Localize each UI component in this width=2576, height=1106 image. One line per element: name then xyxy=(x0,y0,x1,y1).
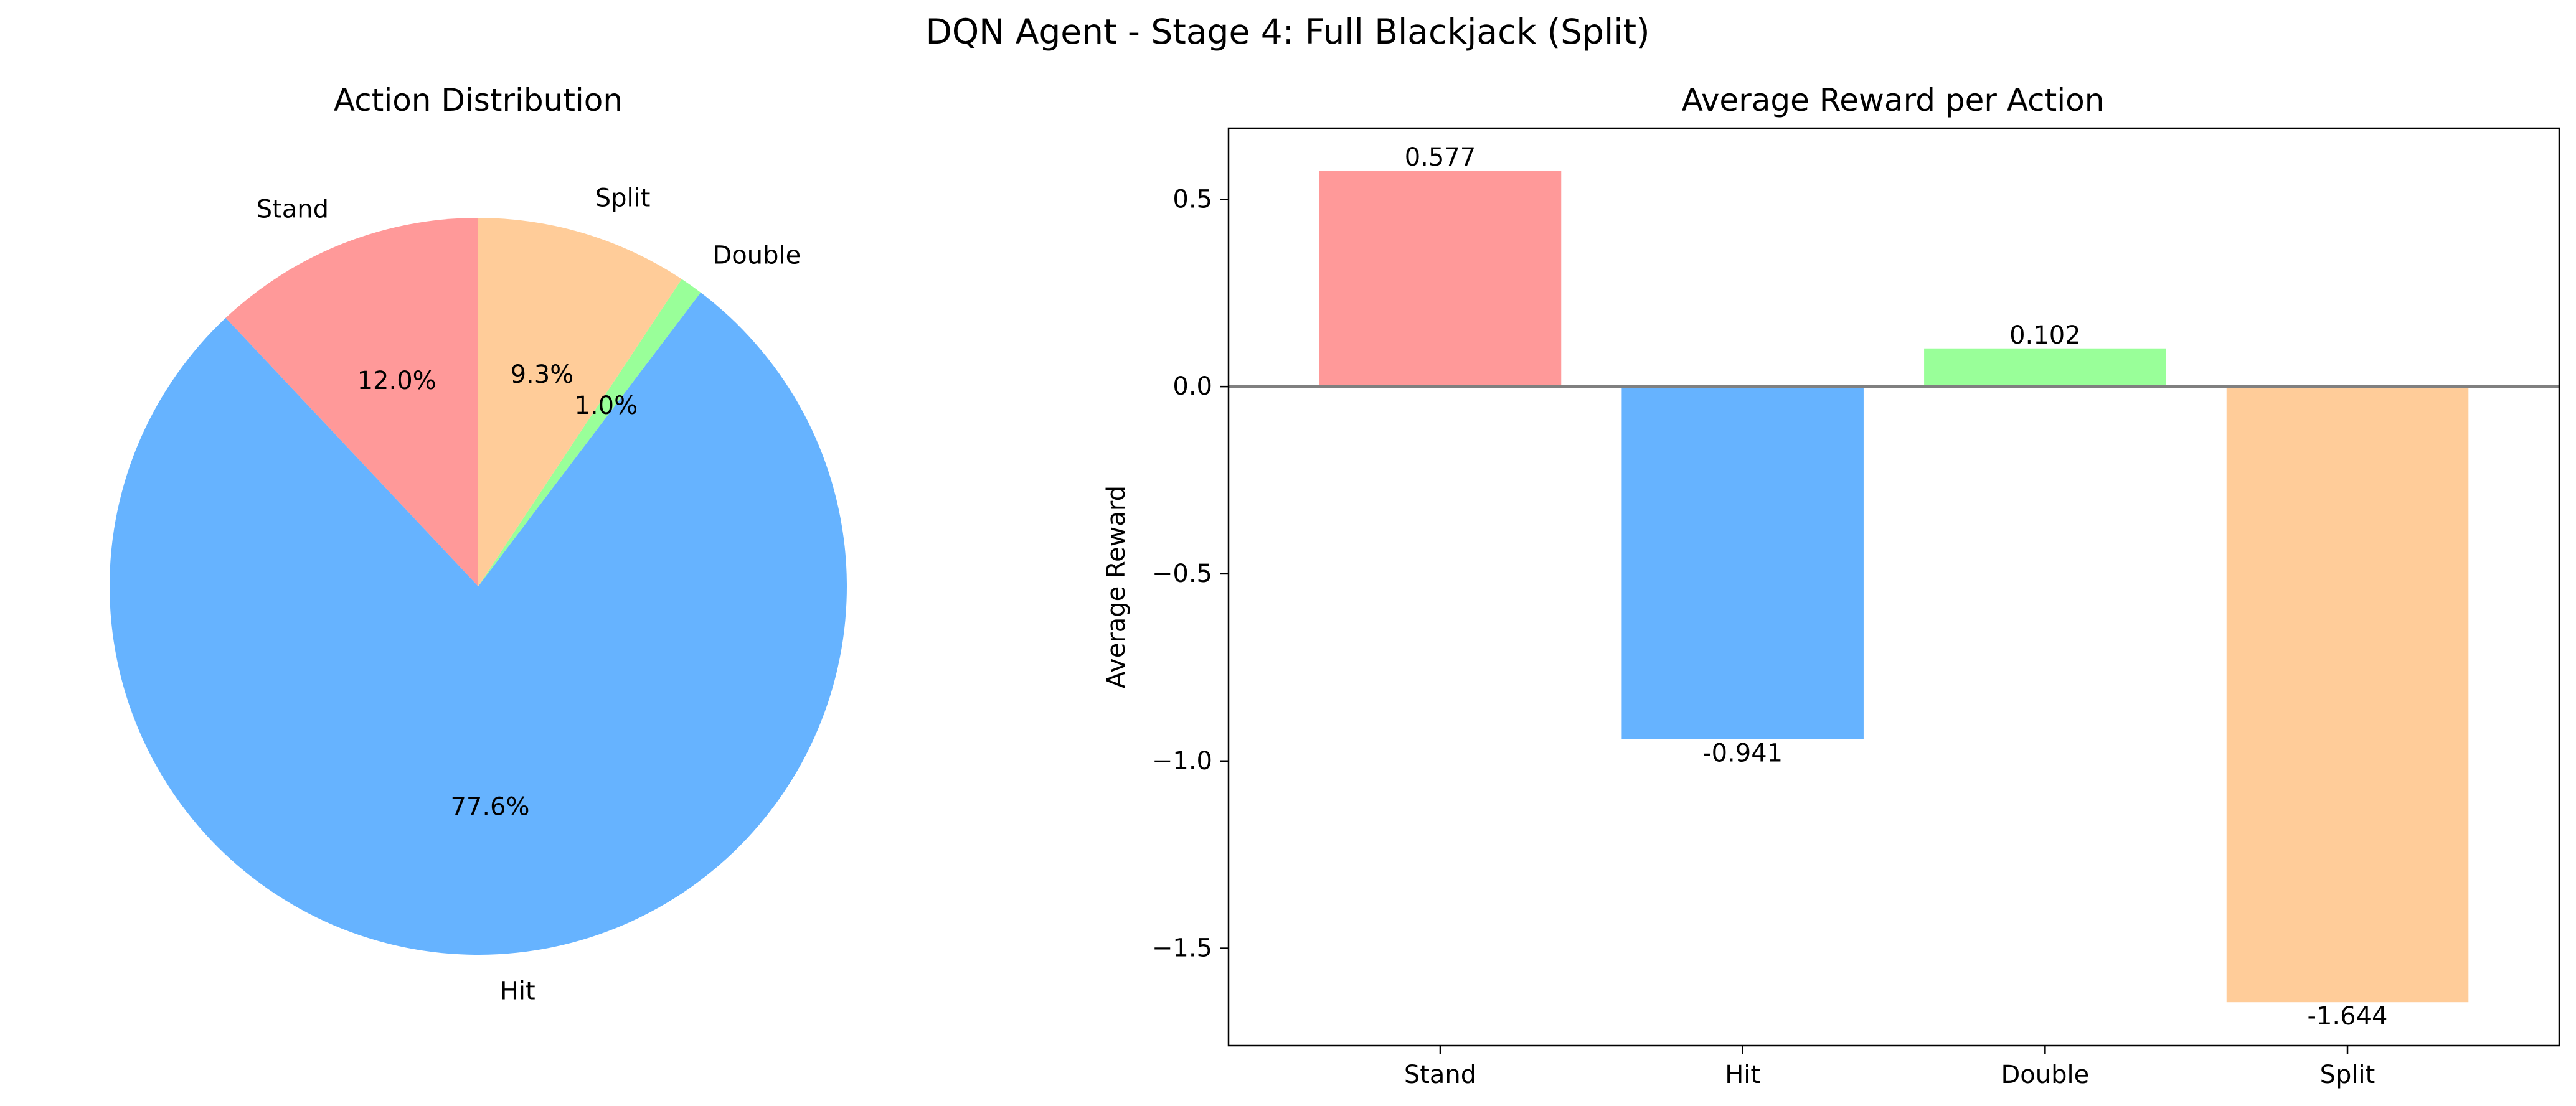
bar-split xyxy=(2226,387,2469,1003)
pie-chart-panel: Action Distribution Stand 12.0% Hit 77.6% Do… xyxy=(110,82,847,1005)
pie-percent-stand: 12.0% xyxy=(357,367,436,395)
y-tick-label: −1.5 xyxy=(1152,934,1212,963)
pie-label-hit: Hit xyxy=(500,977,535,1005)
bar-value-stand: 0.577 xyxy=(1405,143,1476,172)
x-tick-label-split: Split xyxy=(2320,1061,2375,1089)
bar-value-hit: -0.941 xyxy=(1702,739,1783,767)
bar-value-split: -1.644 xyxy=(2308,1002,2388,1031)
x-axis-ticks: Stand Hit Double Split xyxy=(1404,1046,2375,1089)
pie-slice-split xyxy=(478,218,682,586)
bar-double xyxy=(1924,348,2166,387)
pie-label-double: Double xyxy=(712,241,801,270)
figure-title: DQN Agent - Stage 4: Full Blackjack (Spl… xyxy=(925,12,1649,52)
pie-labels: Stand 12.0% Hit 77.6% Double 1.0% Split 9.3% xyxy=(257,184,801,1005)
y-tick-label: −1.0 xyxy=(1152,747,1212,776)
x-tick-label-double: Double xyxy=(2001,1061,2089,1089)
bar-chart-panel: Average Reward per Action 0.5 0.0 −0.5 −1.0… xyxy=(1102,82,2560,1089)
pie-percent-hit: 77.6% xyxy=(450,793,529,822)
bar-value-labels: 0.577 -0.941 0.102 -1.644 xyxy=(1405,143,2388,1031)
y-tick-label: −0.5 xyxy=(1152,560,1212,588)
x-tick-label-stand: Stand xyxy=(1404,1061,1476,1089)
bar-value-double: 0.102 xyxy=(2009,321,2081,350)
pie-label-stand: Stand xyxy=(257,195,329,224)
pie-slice-hit xyxy=(110,292,847,955)
bar-hit xyxy=(1621,387,1864,739)
bar-stand xyxy=(1319,170,1562,387)
pie-slice-stand xyxy=(225,218,478,586)
y-axis-ticks: 0.5 0.0 −0.5 −1.0 −1.5 xyxy=(1152,185,1229,963)
pie-percent-split: 9.3% xyxy=(511,360,574,389)
y-tick-label: 0.0 xyxy=(1172,372,1212,401)
bar-bars xyxy=(1319,170,2469,1003)
pie-chart-title: Action Distribution xyxy=(334,82,623,118)
pie-label-split: Split xyxy=(595,184,651,212)
x-tick-label-hit: Hit xyxy=(1725,1061,1760,1089)
y-axis-label: Average Reward xyxy=(1102,485,1131,688)
y-tick-label: 0.5 xyxy=(1172,185,1212,213)
pie-slices xyxy=(110,218,847,955)
plot-frame xyxy=(1227,127,2560,1047)
pie-slice-double xyxy=(478,279,701,586)
pie-percent-double: 1.0% xyxy=(575,391,638,420)
bar-chart-title: Average Reward per Action xyxy=(1682,82,2105,118)
